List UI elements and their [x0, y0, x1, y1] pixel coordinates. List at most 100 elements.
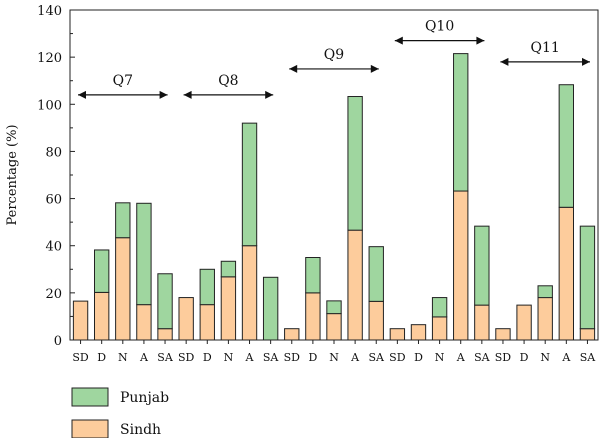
x-tick-label: N	[435, 351, 445, 364]
bar-sindh-14	[368, 300, 384, 341]
x-tick-label: SD	[72, 351, 89, 364]
y-tick-label: 60	[45, 193, 62, 208]
x-tick-label: A	[561, 351, 571, 364]
bar-sindh-3	[136, 304, 152, 341]
legend: Punjab Sindh	[71, 387, 169, 439]
x-tick-label: A	[350, 351, 360, 364]
arrow-head-left	[500, 57, 509, 66]
x-tick-label: A	[139, 351, 149, 364]
arrow-head-left	[183, 90, 192, 99]
x-tick-label: A	[456, 351, 466, 364]
y-tick-label: 120	[37, 51, 62, 66]
axes-layer	[69, 9, 599, 344]
bar-sindh-24	[579, 328, 596, 341]
labels-layer: SD D N A SA SD D N A SA SD D N A SA SD D N A SA SD D N A SA02040…	[5, 4, 596, 364]
arrow-head-right	[582, 57, 590, 66]
bar-sindh-8	[241, 245, 258, 341]
arrow-head-right	[265, 90, 274, 99]
x-tick-label: N	[329, 351, 339, 364]
x-tick-label: A	[245, 351, 255, 364]
bar-sindh-21	[516, 304, 532, 341]
bar-sindh-6	[199, 304, 215, 341]
bar-sindh-12	[326, 313, 342, 341]
bar-sindh-23	[558, 206, 575, 341]
bar-punjab-9	[262, 276, 279, 341]
bar-sindh-7	[220, 276, 237, 341]
bar-sindh-16	[410, 324, 427, 341]
bar-punjab-13	[347, 96, 363, 231]
bar-punjab-18	[453, 53, 469, 192]
bar-punjab-1	[94, 249, 110, 293]
group-annotations: Q7 Q8 Q9 Q10 Q11	[78, 19, 590, 99]
x-tick-label: SD	[284, 351, 301, 364]
bar-sindh-10	[284, 328, 300, 341]
y-tick-label: 100	[37, 98, 62, 113]
bar-punjab-7	[220, 260, 237, 278]
x-tick-label: D	[97, 351, 106, 364]
x-tick-label: SD	[495, 351, 512, 364]
arrow-head-right	[476, 36, 485, 45]
bar-punjab-8	[241, 122, 258, 247]
y-axis-title: Percentage (%)	[5, 124, 20, 225]
x-tick-label: N	[224, 351, 234, 364]
legend-swatch-punjab	[71, 387, 109, 407]
arrow-head-left	[78, 90, 86, 99]
bar-punjab-11	[305, 257, 321, 294]
bar-punjab-19	[474, 225, 490, 306]
bar-sindh-5	[178, 297, 194, 341]
y-tick-label: 20	[45, 287, 62, 302]
bar-sindh-18	[453, 190, 469, 341]
bar-sindh-0	[72, 300, 89, 341]
x-tick-label: SA	[474, 351, 491, 364]
y-tick-label: 0	[54, 334, 62, 349]
arrow-head-right	[370, 64, 379, 73]
x-tick-label: D	[414, 351, 423, 364]
bar-sindh-4	[157, 328, 173, 341]
bar-sindh-22	[537, 297, 553, 341]
arrow-head-right	[159, 90, 168, 99]
group-label-q9: Q9	[324, 47, 344, 63]
x-tick-label: SD	[389, 351, 406, 364]
legend-swatch-sindh	[71, 419, 109, 439]
bar-punjab-4	[157, 273, 173, 330]
x-tick-label: SA	[580, 351, 597, 364]
y-tick-label: 80	[45, 145, 62, 160]
x-tick-label: D	[203, 351, 212, 364]
bar-punjab-2	[115, 202, 131, 239]
x-tick-label: SA	[157, 351, 174, 364]
bar-punjab-24	[579, 225, 596, 330]
x-tick-label: D	[520, 351, 529, 364]
bar-sindh-1	[94, 291, 110, 341]
bar-sindh-19	[474, 304, 490, 341]
bar-sindh-17	[431, 316, 448, 341]
x-tick-label: D	[308, 351, 317, 364]
x-tick-label: N	[118, 351, 128, 364]
bar-punjab-12	[326, 300, 342, 315]
bar-punjab-17	[431, 297, 448, 318]
arrow-head-left	[289, 64, 298, 73]
y-tick-label: 140	[37, 4, 62, 19]
group-label-q11: Q11	[531, 40, 560, 56]
bar-punjab-3	[136, 202, 152, 306]
bar-punjab-23	[558, 84, 575, 208]
x-tick-label: N	[540, 351, 550, 364]
group-label-q10: Q10	[425, 19, 454, 35]
bar-sindh-15	[389, 328, 406, 341]
bar-sindh-11	[305, 292, 321, 341]
x-tick-label: SA	[263, 351, 280, 364]
x-tick-label: SD	[178, 351, 195, 364]
bar-sindh-20	[495, 328, 511, 341]
bar-punjab-22	[537, 285, 553, 299]
legend-label-punjab: Punjab	[120, 390, 169, 406]
bar-punjab-14	[368, 246, 384, 302]
bars-layer	[72, 53, 596, 341]
x-tick-label: SA	[368, 351, 385, 364]
bar-punjab-6	[199, 268, 215, 306]
group-label-q7: Q7	[113, 73, 133, 89]
legend-label-sindh: Sindh	[120, 422, 161, 438]
bar-sindh-13	[347, 229, 363, 341]
bar-sindh-2	[115, 237, 131, 341]
y-tick-label: 40	[45, 240, 62, 255]
